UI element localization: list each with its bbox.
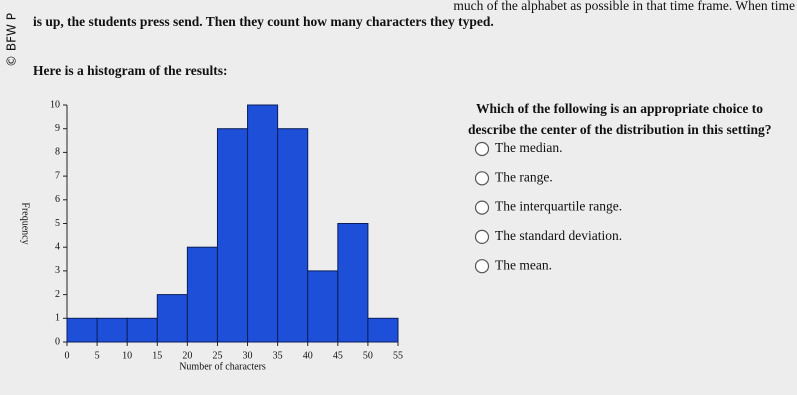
y-axis-label: Frequency — [20, 202, 31, 244]
question-text: describe the center of the distribution … — [468, 122, 772, 137]
bar — [367, 317, 399, 343]
bar — [126, 317, 158, 343]
copyright: © BFW P — [5, 13, 19, 67]
radio-button[interactable] — [474, 141, 490, 157]
radio-button[interactable] — [474, 171, 490, 186]
x-axis-label: Number of characters — [179, 361, 266, 372]
y-tick-label: 6 — [55, 194, 60, 205]
bar — [307, 270, 339, 343]
y-tick-label: 1 — [55, 313, 60, 324]
x-tick-label: 0 — [65, 350, 70, 361]
y-tick-label: 10 — [50, 99, 60, 110]
option-label[interactable]: The range. — [495, 169, 553, 184]
bar — [216, 128, 249, 343]
intro-text: Here is a histogram of the results: — [33, 63, 227, 78]
y-tick-label: 9 — [55, 123, 60, 134]
y-tick-label: 8 — [55, 147, 60, 158]
bar — [186, 246, 218, 343]
bar — [66, 317, 98, 343]
x-tick-label: 25 — [212, 350, 222, 361]
x-tick-label: 15 — [152, 350, 162, 361]
x-tick-label: 40 — [303, 350, 313, 361]
option-label[interactable]: The standard deviation. — [495, 228, 622, 243]
y-tick-label: 3 — [55, 265, 60, 276]
option-label[interactable]: The interquartile range. — [495, 199, 622, 214]
x-tick-label: 30 — [243, 350, 253, 361]
x-tick-label: 5 — [95, 350, 100, 361]
y-tick-label: 0 — [55, 336, 60, 347]
bar — [337, 223, 369, 343]
x-tick-label: 45 — [333, 350, 343, 361]
y-tick-label: 5 — [55, 218, 60, 229]
radio-button[interactable] — [474, 229, 490, 244]
radio-button[interactable] — [474, 200, 490, 215]
radio-button[interactable] — [474, 259, 490, 274]
option-label[interactable]: The median. — [495, 140, 562, 155]
bar — [96, 317, 128, 343]
x-tick-label: 50 — [363, 350, 373, 361]
bar — [247, 104, 279, 343]
y-tick-label: 2 — [55, 289, 60, 300]
intro-text: much of the alphabet as possible in that… — [453, 0, 795, 13]
x-tick-label: 20 — [182, 350, 192, 361]
x-tick-label: 55 — [393, 350, 403, 361]
y-tick-label: 4 — [55, 241, 60, 252]
question-text: Which of the following is an appropriate… — [476, 101, 763, 116]
intro-text: is up, the students press send. Then the… — [33, 14, 494, 29]
option-label[interactable]: The mean. — [495, 257, 552, 272]
x-tick-label: 35 — [273, 350, 283, 361]
bar — [156, 294, 188, 343]
options: The median. The range. The interquartile r… — [474, 140, 622, 274]
y-tick-label: 7 — [55, 170, 60, 181]
bar — [277, 128, 309, 343]
x-tick-label: 10 — [122, 350, 132, 361]
